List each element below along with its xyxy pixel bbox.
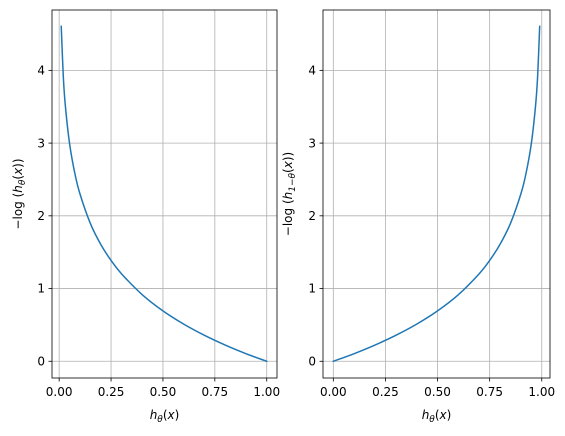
x-axis-label-h: h xyxy=(422,408,430,422)
y-tick-label-right: 3 xyxy=(308,136,316,150)
ticks-right: 0.00 0.25 0.50 0.75 1.00 0 1 2 3 4 xyxy=(308,64,555,399)
grid-right xyxy=(323,10,550,378)
x-axis-label-sub: θ xyxy=(429,415,435,425)
series-line-left xyxy=(60,25,268,363)
y-axis-label-x: x xyxy=(281,160,295,169)
x-axis-label-x: x xyxy=(439,408,448,422)
plot-frame-left xyxy=(51,9,278,379)
x-axis-label-left: hθ(x) xyxy=(150,408,180,425)
x-tick-label-left: 0.50 xyxy=(150,385,177,399)
y-axis-label-arg: ( xyxy=(281,168,295,173)
y-tick-label-left: 1 xyxy=(37,282,45,296)
x-axis-label-close: ) xyxy=(447,408,452,422)
y-tick-label-left: 0 xyxy=(37,354,45,368)
x-tick-label-left: 0.00 xyxy=(46,385,73,399)
series-right xyxy=(332,25,541,363)
y-tick-label-left: 4 xyxy=(37,64,45,78)
y-axis-label-right: −log (h1−θ(x)) xyxy=(281,152,298,236)
x-axis-label-right: hθ(x) xyxy=(422,408,452,425)
y-axis-label-x: x xyxy=(11,167,25,176)
x-axis-label-x: x xyxy=(167,408,176,422)
y-tick-label-left: 3 xyxy=(37,136,45,150)
y-axis-label-minus-log: −log ( xyxy=(11,193,25,230)
x-axis-label-sub: θ xyxy=(157,415,163,425)
x-tick-label-right: 0.25 xyxy=(372,385,399,399)
y-axis-label-left: −log (hθ(x)) xyxy=(11,158,28,229)
y-tick-label-right: 0 xyxy=(308,354,316,368)
y-axis-label-close: )) xyxy=(11,158,25,167)
ticks-left: 0.00 0.25 0.50 0.75 1.00 0 1 2 3 4 xyxy=(37,64,280,399)
y-axis-label-h: h xyxy=(281,192,295,200)
x-axis-label-arg: ( xyxy=(435,408,440,422)
y-tick-label-right: 2 xyxy=(308,209,316,223)
series-left xyxy=(60,25,268,363)
series-line-right xyxy=(332,25,541,363)
y-axis-label-minus-log: −log ( xyxy=(281,199,295,236)
x-tick-label-right: 0.50 xyxy=(424,385,451,399)
x-axis-label-close: ) xyxy=(175,408,180,422)
x-axis-label-arg: ( xyxy=(163,408,168,422)
y-axis-label-h: h xyxy=(11,185,25,193)
x-tick-label-right: 1.00 xyxy=(528,385,555,399)
y-tick-label-right: 1 xyxy=(308,282,316,296)
y-tick-label-left: 2 xyxy=(37,209,45,223)
x-tick-label-left: 0.75 xyxy=(201,385,228,399)
x-tick-label-right: 0.00 xyxy=(320,385,347,399)
x-axis-label-h: h xyxy=(150,408,158,422)
y-tick-label-right: 4 xyxy=(308,64,316,78)
x-tick-label-left: 0.25 xyxy=(98,385,125,399)
x-tick-label-left: 1.00 xyxy=(253,385,280,399)
y-axis-label-close: )) xyxy=(281,152,295,161)
grid-left xyxy=(52,10,277,378)
x-tick-label-right: 0.75 xyxy=(476,385,503,399)
y-axis-label-sub: θ xyxy=(18,179,28,185)
plot-frame-right xyxy=(322,9,551,379)
y-axis-label-sub: 1−θ xyxy=(288,172,298,191)
y-axis-label-arg: ( xyxy=(11,175,25,180)
